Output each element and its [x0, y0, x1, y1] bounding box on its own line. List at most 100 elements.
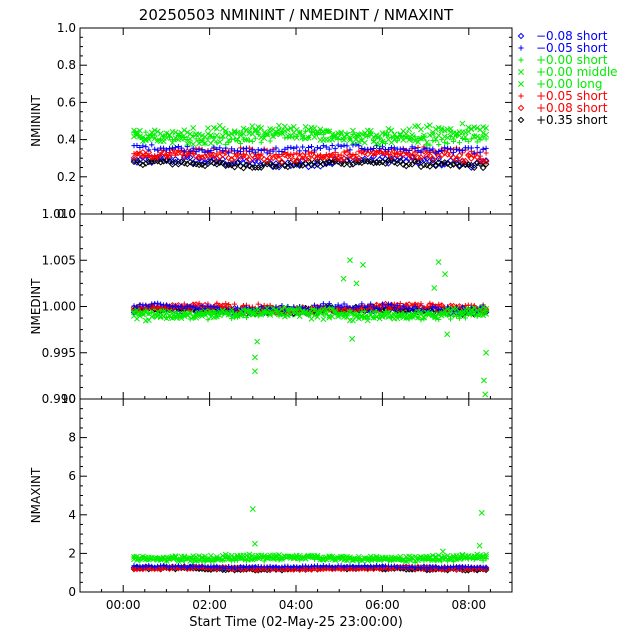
data-point	[158, 151, 164, 158]
data-point	[376, 159, 383, 167]
data-point	[409, 144, 415, 150]
data-point	[320, 143, 326, 149]
data-point	[214, 304, 220, 310]
data-point	[314, 563, 321, 569]
legend-label: +0.00 long	[536, 77, 603, 91]
data-point	[439, 564, 445, 570]
data-point	[370, 134, 377, 140]
data-point	[199, 303, 205, 309]
data-point	[158, 301, 164, 307]
data-point	[406, 126, 413, 133]
x-tick-label: 02:00	[192, 598, 227, 612]
data-point	[190, 150, 196, 156]
data-point	[216, 139, 223, 145]
data-point	[465, 138, 471, 144]
data-point	[353, 564, 359, 570]
data-point	[429, 131, 436, 138]
data-point	[308, 566, 315, 573]
data-point	[447, 146, 454, 152]
data-point	[249, 160, 256, 168]
data-point	[379, 138, 386, 145]
data-point	[166, 308, 173, 315]
data-point	[379, 144, 386, 150]
data-point	[374, 562, 380, 569]
data-point	[436, 301, 442, 308]
data-point	[240, 146, 247, 152]
outlier-point	[442, 271, 448, 278]
data-point	[181, 553, 188, 560]
data-point	[199, 313, 206, 320]
data-point	[202, 133, 208, 140]
data-point	[231, 159, 238, 167]
data-point	[391, 150, 397, 156]
data-point	[436, 141, 442, 148]
data-point	[299, 134, 306, 141]
data-point	[376, 136, 383, 142]
data-point	[412, 312, 419, 319]
data-point	[456, 152, 463, 159]
data-point	[264, 150, 270, 156]
data-point	[468, 136, 474, 142]
data-point	[143, 307, 149, 313]
data-point	[459, 120, 466, 127]
data-point	[432, 126, 439, 133]
data-point	[353, 141, 359, 148]
data-point	[187, 303, 193, 309]
data-point	[323, 306, 330, 313]
chart-title: 20250503 NMININT / NMEDINT / NMAXINT	[139, 6, 454, 24]
data-point	[320, 316, 327, 323]
data-point	[320, 132, 326, 138]
data-point	[483, 305, 490, 312]
legend-entry: −0.08 short	[517, 29, 608, 43]
data-point	[359, 301, 365, 307]
data-point	[249, 308, 256, 315]
data-point	[311, 563, 318, 569]
data-point	[394, 151, 400, 158]
data-point	[303, 563, 309, 569]
data-point	[397, 306, 403, 312]
data-point	[273, 553, 279, 560]
data-point	[297, 565, 303, 571]
data-point	[184, 144, 190, 150]
data-point	[143, 302, 149, 308]
data-point	[462, 134, 469, 141]
data-point	[160, 158, 167, 165]
data-point	[352, 555, 359, 562]
data-point	[435, 153, 443, 160]
data-points	[130, 120, 490, 172]
data-point	[359, 150, 365, 156]
data-point	[483, 310, 490, 317]
data-point	[163, 147, 170, 153]
data-point	[207, 132, 214, 139]
y-axis-label: NMEDINT	[29, 278, 43, 335]
data-point	[447, 151, 454, 158]
data-point	[409, 132, 416, 138]
data-point	[456, 129, 463, 136]
legend-marker	[518, 93, 524, 99]
data-point	[317, 308, 324, 315]
data-point	[196, 131, 203, 138]
data-point	[477, 149, 483, 155]
data-point	[365, 564, 371, 570]
data-point	[300, 305, 306, 311]
data-point	[311, 556, 318, 563]
data-point	[480, 309, 486, 315]
data-point	[421, 307, 427, 313]
legend-label: −0.08 short	[536, 29, 608, 43]
data-point	[155, 147, 161, 153]
data-point	[317, 152, 323, 158]
data-point	[196, 564, 202, 570]
data-point	[382, 160, 389, 167]
legend: −0.08 short−0.05 short+0.00 short+0.00 m…	[517, 29, 618, 127]
data-point	[396, 157, 404, 165]
data-point	[323, 144, 329, 150]
data-point	[258, 139, 264, 145]
y-tick-label: 1.0	[57, 21, 76, 35]
data-point	[388, 554, 395, 561]
data-point	[412, 145, 418, 151]
data-point	[201, 153, 209, 160]
data-point	[430, 146, 436, 152]
data-point	[137, 150, 143, 156]
data-point	[453, 564, 460, 570]
data-point	[134, 553, 140, 560]
